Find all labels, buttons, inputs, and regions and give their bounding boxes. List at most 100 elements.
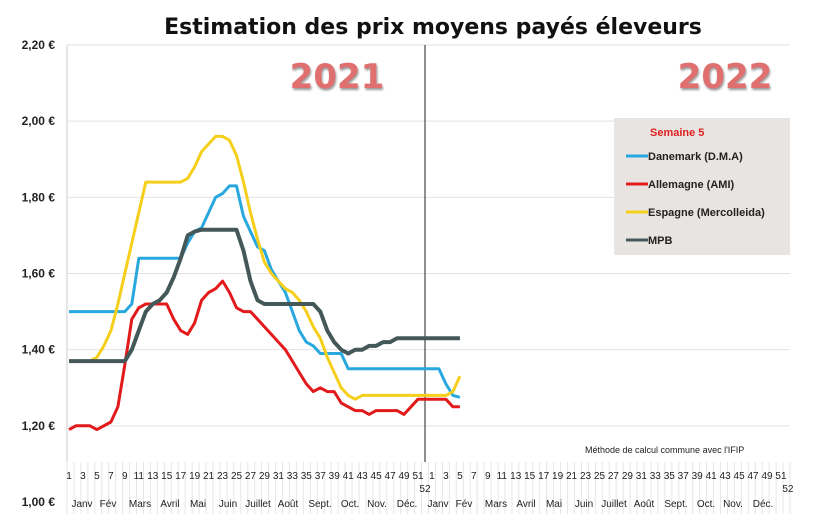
week-tick-label: 25 [594,471,606,482]
series-line-3 [69,134,462,401]
series-line-4 [69,227,460,364]
week-tick-label: 7 [108,471,114,482]
month-label: Avril [516,499,535,510]
week-tick-label: 11 [497,471,508,482]
month-label: Avril [160,499,179,510]
week-tick-label: 5 [94,471,100,482]
month-label: Mai [190,499,206,510]
year-label-2021: 2021 [290,57,385,97]
week-tick-label: 52 [782,484,794,495]
month-label: Sept. [664,499,687,510]
month-label: Oct. [697,499,715,510]
x-axis: 1 3 5 7 9 11 13 15 17 19 21 23 25 27 29 31 33 35 37 39 41 43 4… [66,462,794,514]
week-tick-label: 49 [761,471,773,482]
y-tick-label: 1,80 € [22,190,56,204]
week-tick-label: 37 [678,471,690,482]
week-tick-label: 3 [443,471,449,482]
week-tick-label: 43 [357,471,369,482]
week-tick-label: 39 [692,471,704,482]
week-tick-label: 39 [329,471,341,482]
week-tick-label: 27 [245,471,257,482]
week-tick-label: 41 [343,471,355,482]
week-tick-label: 51 [775,471,787,482]
month-label: Nov. [723,499,743,510]
month-label: Fév [456,499,473,510]
series-line-2 [68,279,460,432]
week-tick-label: 47 [385,471,397,482]
week-tick-label: 27 [608,471,620,482]
week-tick-label: 35 [301,471,313,482]
month-label: Juillet [245,499,271,510]
month-label: Août [634,499,655,510]
y-tick-label: 1,60 € [22,267,56,281]
week-tick-label: 19 [189,471,201,482]
series-lines [68,134,462,432]
week-tick-label: 29 [259,471,271,482]
y-axis: 1,00 € 1,20 € 1,40 € 1,60 € 1,80 € 2,00 € 2,20… [22,38,56,509]
week-tick-label: 15 [524,471,536,482]
y-tick-label: 2,20 € [22,38,56,52]
week-tick-label: 1 [429,471,435,482]
month-label: Nov. [367,499,387,510]
legend-box [614,118,790,255]
week-tick-label: 15 [161,471,173,482]
y-tick-label: 1,40 € [22,343,56,357]
week-tick-label: 41 [706,471,718,482]
legend-label: Danemark (D.M.A) [648,151,743,163]
week-tick-label: 43 [720,471,732,482]
month-label: Juin [219,499,237,510]
legend-label: MPB [648,235,673,247]
month-label: Mars [485,499,507,510]
gridlines [66,44,790,512]
month-label: Déc. [753,499,774,510]
week-tick-label: 11 [134,471,145,482]
year-label-2022: 2022 [678,57,773,97]
y-tick-label: 1,00 € [22,495,56,509]
week-tick-label: 21 [566,471,578,482]
week-tick-label: 1 [66,471,72,482]
month-label: Août [278,499,299,510]
month-label: Mars [129,499,151,510]
week-tick-label: 13 [510,471,522,482]
month-label: Janv [71,499,92,510]
y-tick-label: 2,00 € [22,114,56,128]
week-tick-label: 35 [664,471,676,482]
week-tick-label: 7 [471,471,477,482]
legend-label: Espagne (Mercolleida) [648,207,765,219]
week-tick-label: 45 [734,471,746,482]
week-tick-label: 9 [122,471,128,482]
week-tick-label: 13 [147,471,159,482]
month-label: Sept. [308,499,331,510]
week-tick-label: 37 [315,471,327,482]
week-tick-label: 25 [231,471,243,482]
month-label: Fév [100,499,117,510]
week-tick-label: 23 [580,471,592,482]
week-tick-label: 33 [287,471,299,482]
week-tick-label: 23 [217,471,229,482]
method-note: Méthode de calcul commune avec l'IFIP [585,445,744,455]
week-tick-label: 19 [552,471,564,482]
week-tick-label: 31 [273,471,285,482]
month-label: Janv [427,499,448,510]
week-tick-label: 33 [650,471,662,482]
week-tick-label: 45 [371,471,383,482]
series-line-1 [69,184,461,399]
week-tick-label: 5 [457,471,463,482]
month-label: Juillet [601,499,627,510]
week-tick-label: 17 [175,471,187,482]
week-tick-label: 31 [636,471,648,482]
y-tick-label: 1,20 € [22,419,56,433]
legend-label: Allemagne (AMI) [648,179,735,191]
week-tick-label: 29 [622,471,634,482]
week-tick-label: 49 [398,471,410,482]
month-label: Juin [575,499,593,510]
week-tick-label: 3 [80,471,86,482]
week-tick-label: 21 [203,471,215,482]
week-tick-label: 52 [419,484,431,495]
legend-title: Semaine 5 [650,127,704,139]
week-tick-label: 9 [485,471,491,482]
week-tick-label: 17 [538,471,550,482]
week-tick-label: 47 [747,471,759,482]
